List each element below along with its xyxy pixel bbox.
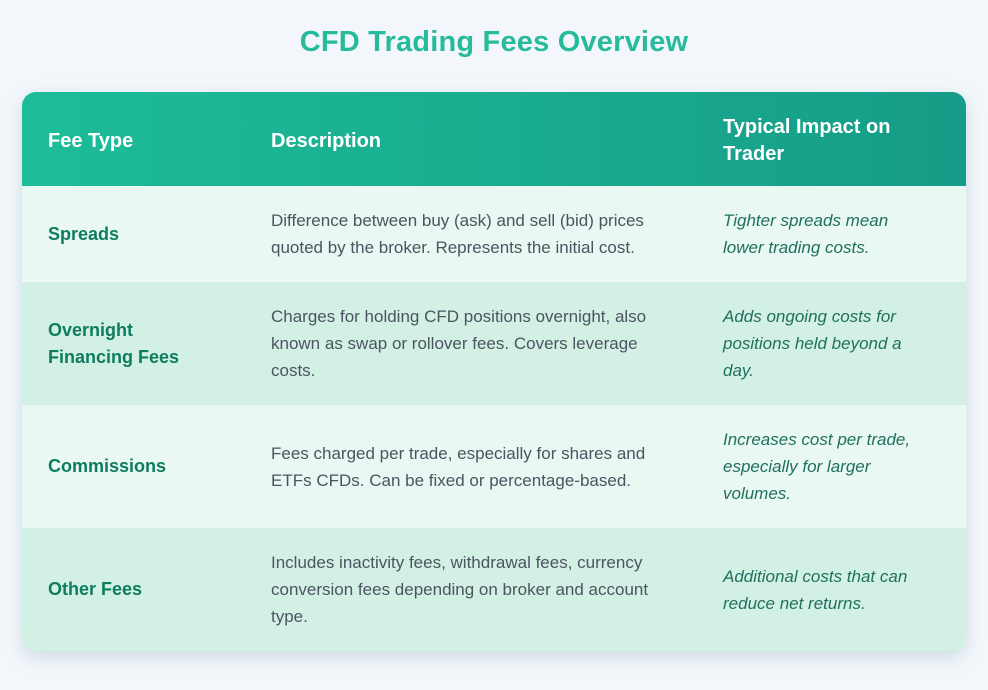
page-title: CFD Trading Fees Overview xyxy=(299,26,689,58)
table-row: Spreads Difference between buy (ask) and… xyxy=(22,186,966,282)
description-cell: Charges for holding CFD positions overni… xyxy=(271,307,647,380)
table-header-row: Fee Type Description Typical Impact on T… xyxy=(22,92,966,186)
fee-type-cell: Commissions xyxy=(48,456,167,476)
impact-cell: Tighter spreads mean lower trading costs… xyxy=(723,211,889,257)
header-cell-impact: Typical Impact on Trader xyxy=(723,116,891,165)
table-row: Overnight Financing Fees Charges for hol… xyxy=(22,282,966,405)
impact-cell: Additional costs that can reduce net ret… xyxy=(723,566,908,613)
header-cell-description: Description xyxy=(271,129,382,152)
fee-type-cell: Other Fees xyxy=(48,579,143,599)
impact-cell: Adds ongoing costs for positions held be… xyxy=(723,307,902,380)
table-row: Commissions Fees charged per trade, espe… xyxy=(22,405,966,528)
table-row: Other Fees Includes inactivity fees, wit… xyxy=(22,528,966,651)
fees-table-card: Fee Type Description Typical Impact on T… xyxy=(22,92,966,651)
description-cell: Difference between buy (ask) and sell (b… xyxy=(271,211,644,257)
description-cell: Includes inactivity fees, withdrawal fee… xyxy=(271,553,649,626)
fee-type-cell: Overnight Financing Fees xyxy=(48,319,180,367)
header-cell-fee-type: Fee Type xyxy=(48,129,134,152)
fee-type-cell: Spreads xyxy=(48,223,120,244)
impact-cell: Increases cost per trade, especially for… xyxy=(723,430,911,503)
fees-table: Fee Type Description Typical Impact on T… xyxy=(22,92,966,651)
description-cell: Fees charged per trade, especially for s… xyxy=(271,443,646,490)
